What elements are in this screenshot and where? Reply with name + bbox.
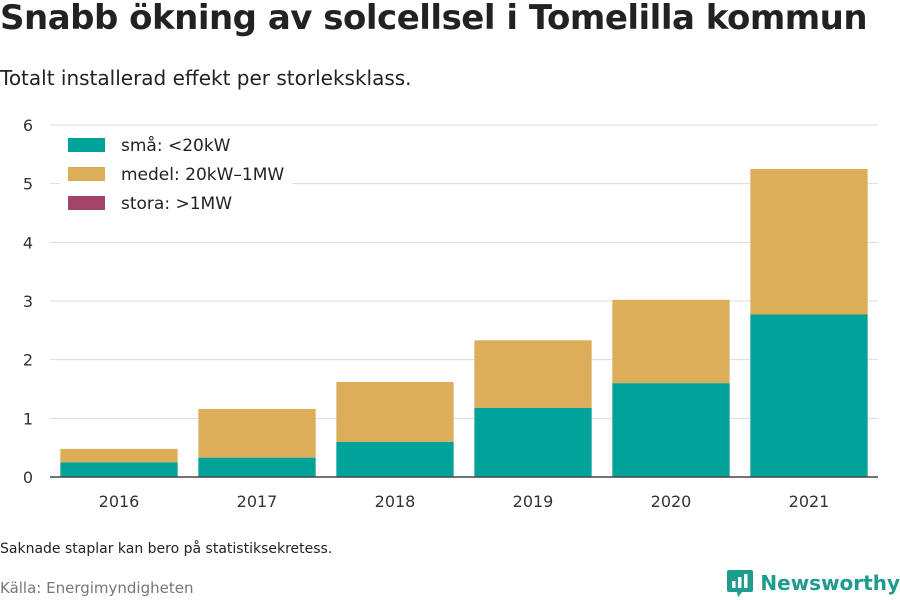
newsworthy-logo-icon <box>727 570 754 597</box>
bar-segment-1 <box>198 457 316 477</box>
x-tick-label: 2016 <box>99 492 140 511</box>
bar-segment-1 <box>60 462 178 477</box>
chart-title: Snabb ökning av solcellsel i Tomelilla k… <box>0 0 868 38</box>
x-tick-label: 2017 <box>237 492 278 511</box>
legend-swatch <box>68 167 105 181</box>
bar-chart: 0 1 2 3 4 5 6 2016 2017 2018 2019 2020 2021 små: <20k… <box>23 116 878 511</box>
y-tick-label: 3 <box>23 292 33 311</box>
y-tick-label: 0 <box>23 468 33 487</box>
y-tick-label: 4 <box>23 233 33 252</box>
chart-subtitle: Totalt installerad effekt per storlekskl… <box>0 66 412 90</box>
bar-segment-2 <box>474 340 592 408</box>
x-tick-label: 2019 <box>513 492 554 511</box>
bar-segment-2 <box>60 448 178 463</box>
y-tick-label: 6 <box>23 116 33 135</box>
legend-swatch <box>68 138 105 152</box>
bar-segment-1 <box>612 383 730 477</box>
bar-segment-2 <box>612 299 730 384</box>
chart-footnote: Saknade staplar kan bero på statistiksek… <box>0 541 333 557</box>
y-tick-label: 2 <box>23 351 33 370</box>
x-tick-label: 2020 <box>651 492 692 511</box>
chart-source: Källa: Energimyndigheten <box>0 579 194 597</box>
y-tick-label: 5 <box>23 175 33 194</box>
brand-logo: Newsworthy <box>726 568 900 598</box>
bar-segment-1 <box>750 314 868 477</box>
legend-swatch <box>68 196 105 210</box>
x-tick-label: 2021 <box>789 492 830 511</box>
bar-segment-2 <box>336 381 454 442</box>
bar-segment-2 <box>750 169 868 315</box>
bar-segment-1 <box>336 441 454 477</box>
y-tick-label: 1 <box>23 409 33 428</box>
bar-segment-1 <box>474 407 592 477</box>
legend-label: små: <20kW <box>121 135 231 156</box>
legend-label: medel: 20kW–1MW <box>121 165 284 185</box>
brand-name: Newsworthy <box>760 571 900 595</box>
bar-segment-2 <box>198 408 316 458</box>
x-tick-label: 2018 <box>375 492 416 511</box>
legend-label: stora: >1MW <box>121 194 232 214</box>
